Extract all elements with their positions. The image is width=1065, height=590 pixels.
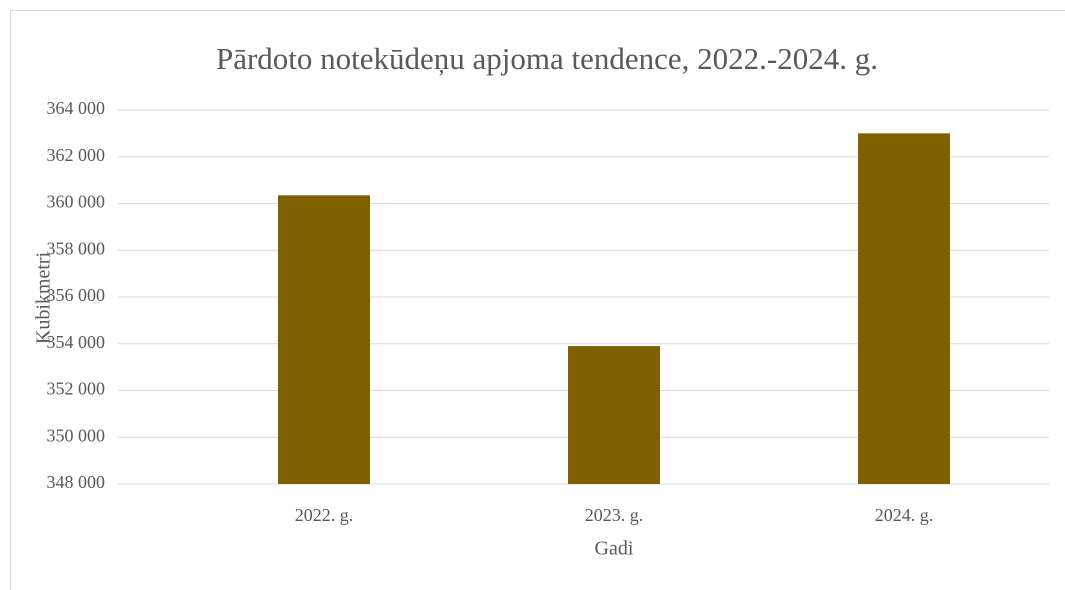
chart-title: Pārdoto notekūdeņu apjoma tendence, 2022… <box>216 41 878 76</box>
bar <box>568 346 660 484</box>
y-tick-label: 350 000 <box>47 425 106 445</box>
x-tick-label: 2022. g. <box>295 505 354 525</box>
y-tick-label: 356 000 <box>47 285 106 305</box>
bar <box>278 195 370 484</box>
y-tick-label: 358 000 <box>47 238 106 258</box>
y-tick-label: 362 000 <box>47 145 106 165</box>
y-tick-label: 348 000 <box>47 472 106 492</box>
y-tick-label: 354 000 <box>47 332 106 352</box>
y-tick-label: 364 000 <box>47 98 106 118</box>
x-axis-title: Gadi <box>595 538 634 560</box>
y-axis-title: Kubikmetri <box>33 251 55 344</box>
y-tick-label: 360 000 <box>47 192 106 212</box>
bar <box>858 133 950 484</box>
y-tick-label: 352 000 <box>47 379 106 399</box>
x-tick-label: 2023. g. <box>585 505 644 525</box>
x-tick-label: 2024. g. <box>875 505 934 525</box>
